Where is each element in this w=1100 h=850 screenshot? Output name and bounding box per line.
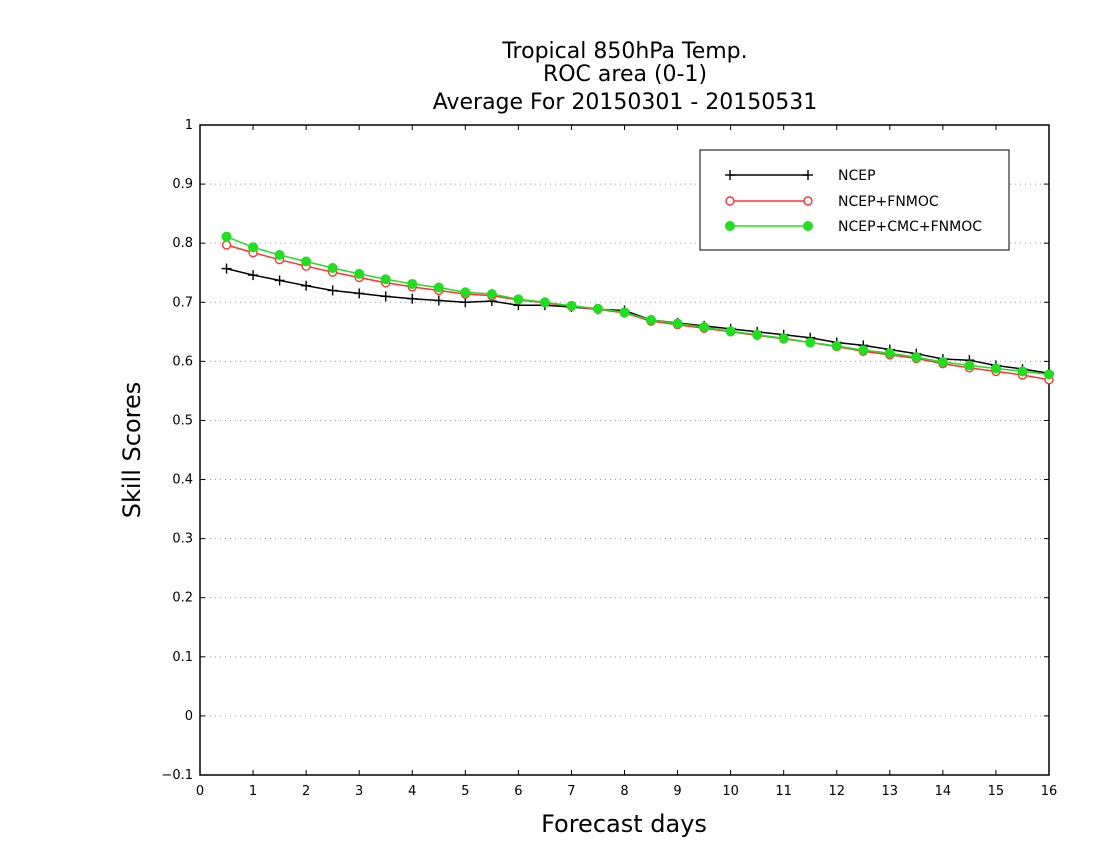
data-point xyxy=(221,231,232,242)
grid xyxy=(200,183,1049,717)
x-tick-label: 5 xyxy=(461,784,469,799)
x-tick-label: 12 xyxy=(828,784,845,799)
legend-marker xyxy=(803,221,813,231)
data-point xyxy=(274,250,285,260)
data-point xyxy=(911,352,922,363)
y-tick-label: 0.7 xyxy=(172,295,193,310)
legend-marker xyxy=(803,196,813,206)
data-point xyxy=(274,275,285,286)
legend-label: NCEP+CMC+FNMOC xyxy=(838,219,982,235)
legend: NCEP NCEP+FNMOC NCEP+CMC+FNMOC xyxy=(699,149,1010,251)
y-tick-label: 0.8 xyxy=(172,236,193,251)
legend-marker xyxy=(803,170,813,180)
y-tick-label: 0.9 xyxy=(172,177,193,192)
y-tick-label: 0.4 xyxy=(172,473,193,488)
legend-marker xyxy=(725,221,735,231)
data-point xyxy=(884,348,895,359)
x-tick-label: 1 xyxy=(249,784,257,799)
data-point xyxy=(672,318,683,329)
data-point xyxy=(354,288,365,299)
data-point xyxy=(327,263,338,273)
data-point xyxy=(566,300,577,311)
y-tick-label: 0.6 xyxy=(172,354,193,369)
y-tick-label: 0.3 xyxy=(172,532,193,547)
data-point xyxy=(460,297,471,308)
data-point xyxy=(248,270,259,281)
data-point xyxy=(592,303,603,314)
legend-marker xyxy=(725,170,735,180)
y-tick-label: 0.1 xyxy=(172,650,193,665)
data-point xyxy=(221,263,232,274)
data-point xyxy=(725,326,736,337)
x-tick-label: 0 xyxy=(196,784,204,799)
x-tick-label: 7 xyxy=(567,784,575,799)
y-tick-label: 0 xyxy=(185,709,193,724)
y-tick-label: 0.5 xyxy=(172,413,193,428)
data-point xyxy=(433,282,444,293)
data-point xyxy=(539,297,550,308)
data-point xyxy=(407,293,418,304)
x-tick-label: 15 xyxy=(988,784,1005,799)
data-point xyxy=(433,295,444,306)
y-tick-label: −0.1 xyxy=(161,768,193,783)
x-tick-label: 8 xyxy=(620,784,628,799)
x-tick-label: 3 xyxy=(355,784,363,799)
x-tick-label: 4 xyxy=(408,784,416,799)
data-point xyxy=(1044,369,1054,380)
series-line xyxy=(226,267,1050,374)
series-ncep-cmc-fnmoc xyxy=(221,231,1054,380)
series-layer xyxy=(221,231,1054,385)
axes: −0.100.10.20.30.40.50.60.70.80.910 1 2 3 4 5 6… xyxy=(161,118,1057,799)
data-point xyxy=(513,294,524,305)
data-point xyxy=(831,341,842,351)
chart-title-line-3: Average For 20150301 - 20150531 xyxy=(433,90,818,115)
series-ncep-fnmoc xyxy=(221,240,1054,385)
y-tick-label: 1 xyxy=(185,118,193,133)
data-point xyxy=(486,289,497,299)
legend-box xyxy=(699,149,1010,251)
y-axis-label: Skill Scores xyxy=(118,382,146,519)
x-tick-label: 11 xyxy=(775,784,792,799)
legend-label: NCEP xyxy=(838,168,876,184)
data-point xyxy=(646,315,657,325)
data-point xyxy=(354,268,365,279)
legend-label: NCEP+FNMOC xyxy=(838,194,939,210)
data-point xyxy=(619,307,630,318)
series-line xyxy=(226,236,1050,376)
data-point xyxy=(990,363,1001,374)
data-point xyxy=(460,287,471,298)
x-tick-label: 16 xyxy=(1041,784,1058,799)
data-point xyxy=(805,337,816,348)
x-tick-label: 6 xyxy=(514,784,522,799)
x-tick-label: 9 xyxy=(673,784,681,799)
data-point xyxy=(1017,366,1028,377)
data-point xyxy=(248,242,259,253)
data-point xyxy=(778,333,789,344)
x-tick-label: 14 xyxy=(935,784,952,799)
data-point xyxy=(964,360,975,371)
x-tick-label: 10 xyxy=(722,784,739,799)
data-point xyxy=(380,291,391,302)
x-tick-label: 13 xyxy=(882,784,899,799)
legend-marker xyxy=(725,196,735,206)
data-point xyxy=(221,240,232,250)
data-point xyxy=(407,278,418,289)
data-point xyxy=(380,274,391,285)
chart-title-line-2: ROC area (0-1) xyxy=(543,62,707,87)
data-point xyxy=(752,329,763,340)
x-tick-label: 2 xyxy=(302,784,310,799)
data-point xyxy=(301,280,312,291)
y-tick-label: 0.2 xyxy=(172,591,193,606)
data-point xyxy=(937,356,948,367)
data-point xyxy=(301,256,312,267)
chart-title-line-1: Tropical 850hPa Temp. xyxy=(501,39,747,64)
data-point xyxy=(699,322,710,333)
x-axis-label: Forecast days xyxy=(541,810,707,838)
data-point xyxy=(327,285,338,296)
data-point xyxy=(858,345,869,356)
